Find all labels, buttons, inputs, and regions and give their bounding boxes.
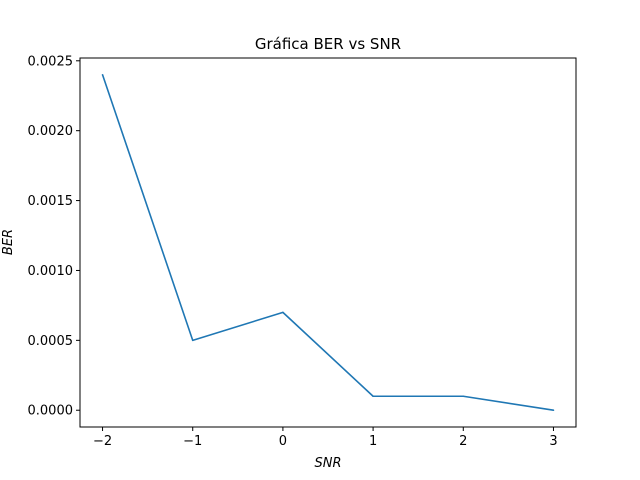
series-line bbox=[101, 74, 554, 412]
y-axis-label: BER bbox=[1, 229, 16, 255]
x-tick-label: −1 bbox=[183, 434, 202, 449]
series-layer bbox=[101, 73, 555, 412]
x-tick-label: 3 bbox=[549, 434, 557, 449]
data-point bbox=[101, 73, 104, 76]
chart-title: Gráfica BER vs SNR bbox=[255, 35, 401, 53]
y-tick-label: 0.0005 bbox=[28, 334, 74, 349]
x-axis-ticks: −2 −1 0 1 2 3 bbox=[93, 427, 558, 449]
x-tick-label: 2 bbox=[459, 434, 467, 449]
y-axis-ticks: 0.0000 0.0005 0.0010 0.0015 0.0020 0.0025 bbox=[28, 54, 80, 419]
axes-frame bbox=[79, 57, 577, 428]
plot-area: −2 −1 0 1 2 3 0.00000.00050.00100.00150.00200… bbox=[28, 54, 577, 449]
y-tick-label: 0.0020 bbox=[28, 124, 74, 139]
x-tick-label: 1 bbox=[369, 434, 377, 449]
data-point bbox=[372, 395, 374, 398]
x-tick-label: 0 bbox=[279, 434, 287, 449]
data-point bbox=[191, 339, 194, 342]
x-axis-label: SNR bbox=[314, 456, 341, 471]
y-tick-label: 0.0000 bbox=[28, 404, 74, 419]
y-tick-label: 0.0025 bbox=[28, 54, 74, 69]
data-point bbox=[282, 311, 284, 314]
data-point bbox=[552, 409, 555, 412]
data-point bbox=[462, 395, 465, 398]
y-tick-label: 0.0010 bbox=[28, 264, 74, 279]
y-tick-label: 0.0015 bbox=[28, 194, 74, 209]
x-tick-label: −2 bbox=[93, 434, 112, 449]
